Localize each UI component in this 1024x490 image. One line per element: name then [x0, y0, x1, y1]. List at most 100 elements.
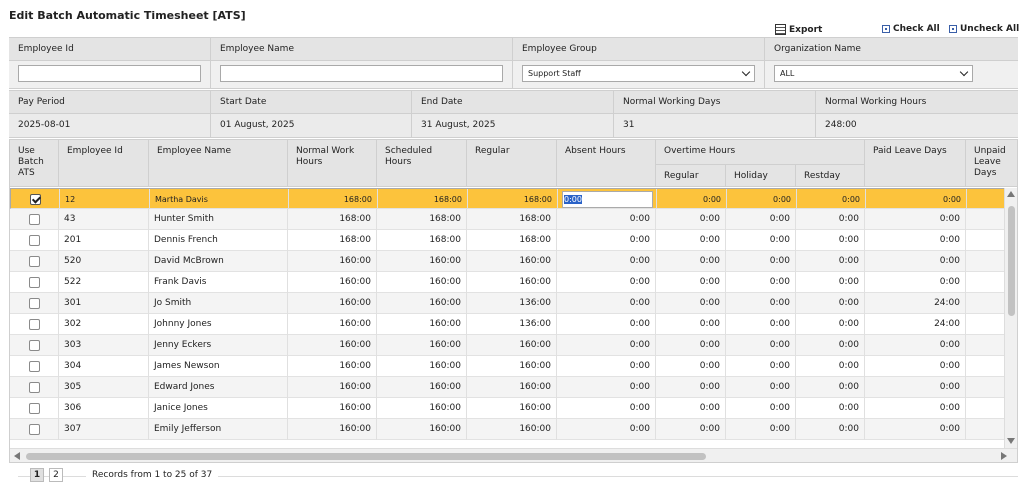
- uncheck-all-icon: [949, 25, 957, 33]
- cell-unpaid: [966, 293, 1006, 314]
- use-batch-cell: [10, 335, 59, 356]
- uncheck-all-button[interactable]: Uncheck All: [949, 24, 1019, 34]
- table-row[interactable]: 307 Emily Jefferson 160:00 160:00 160:00 0:00…: [10, 419, 1006, 440]
- use-batch-cell: [11, 189, 60, 210]
- employee-group-value: Support Staff: [528, 69, 581, 78]
- cell-absent[interactable]: 0:00: [557, 377, 656, 398]
- cell-id: 307: [59, 419, 149, 440]
- cell-ot-rest: 0:00: [797, 189, 866, 210]
- table-row[interactable]: 522 Frank Davis 160:00 160:00 160:00 0:00 0:00…: [10, 272, 1006, 293]
- vertical-scroll-thumb[interactable]: [1008, 206, 1015, 316]
- use-batch-checkbox[interactable]: [29, 256, 40, 267]
- absent-hours-input[interactable]: 0:00: [562, 191, 653, 208]
- cell-unpaid: [966, 230, 1006, 251]
- cell-ot-hol: 0:00: [726, 398, 796, 419]
- cell-id: 43: [59, 209, 149, 230]
- col-use-batch: Use Batch ATS: [10, 140, 59, 187]
- use-batch-checkbox[interactable]: [29, 277, 40, 288]
- use-batch-cell: [10, 419, 59, 440]
- table-row[interactable]: 12 Martha Davis 168:00 168:00 168:00 0:00 0:00…: [10, 188, 1007, 210]
- cell-absent[interactable]: 0:00: [557, 398, 656, 419]
- use-batch-checkbox[interactable]: [30, 194, 41, 205]
- employee-name-input[interactable]: [220, 65, 503, 82]
- col-ot-restday: Restday: [796, 164, 865, 187]
- use-batch-checkbox[interactable]: [29, 403, 40, 414]
- cell-paid: 24:00: [865, 314, 966, 335]
- vertical-scrollbar[interactable]: [1004, 188, 1017, 449]
- cell-absent[interactable]: 0:00: [557, 230, 656, 251]
- table-row[interactable]: 43 Hunter Smith 168:00 168:00 168:00 0:00 0:00…: [10, 209, 1006, 230]
- export-label: Export: [789, 24, 823, 35]
- use-batch-cell: [10, 314, 59, 335]
- cell-absent[interactable]: 0:00: [557, 293, 656, 314]
- cell-paid: 0:00: [865, 209, 966, 230]
- horizontal-scroll-thumb[interactable]: [26, 453, 706, 460]
- employee-id-input[interactable]: [18, 65, 201, 82]
- cell-normal: 160:00: [288, 419, 377, 440]
- cell-ot-reg: 0:00: [656, 314, 726, 335]
- cell-paid: 0:00: [865, 230, 966, 251]
- scroll-left-icon[interactable]: [14, 452, 20, 460]
- employee-group-select[interactable]: Support Staff: [522, 65, 755, 82]
- pager-divider: [18, 476, 1018, 477]
- cell-absent[interactable]: 0:00: [557, 251, 656, 272]
- organization-select[interactable]: ALL: [774, 65, 973, 82]
- cell-absent[interactable]: 0:00: [557, 335, 656, 356]
- cell-paid: 0:00: [865, 398, 966, 419]
- cell-absent[interactable]: 0:00: [557, 272, 656, 293]
- uncheck-all-label: Uncheck All: [960, 24, 1020, 34]
- cell-ot-hol: 0:00: [726, 293, 796, 314]
- cell-ot-reg: 0:00: [656, 230, 726, 251]
- table-row[interactable]: 201 Dennis French 168:00 168:00 168:00 0:00 0:…: [10, 230, 1006, 251]
- col-overtime-hours: Overtime Hours: [656, 140, 865, 164]
- cell-ot-rest: 0:00: [796, 335, 865, 356]
- table-row[interactable]: 520 David McBrown 160:00 160:00 160:00 0:00 0:…: [10, 251, 1006, 272]
- scroll-up-icon[interactable]: [1007, 191, 1015, 197]
- records-summary: Records from 1 to 25 of 37: [86, 470, 219, 480]
- check-all-button[interactable]: Check All: [882, 24, 940, 34]
- use-batch-checkbox[interactable]: [29, 361, 40, 372]
- use-batch-checkbox[interactable]: [29, 319, 40, 330]
- scroll-down-icon[interactable]: [1007, 438, 1015, 444]
- use-batch-checkbox[interactable]: [29, 235, 40, 246]
- cell-id: 520: [59, 251, 149, 272]
- table-row[interactable]: 304 James Newson 160:00 160:00 160:00 0:00 0:0…: [10, 356, 1006, 377]
- cell-paid: 0:00: [865, 335, 966, 356]
- scroll-right-icon[interactable]: [1001, 452, 1007, 460]
- cell-absent[interactable]: 0:00: [557, 419, 656, 440]
- use-batch-checkbox[interactable]: [29, 340, 40, 351]
- chevron-down-icon: [741, 67, 751, 77]
- col-employee-id: Employee Id: [59, 140, 149, 187]
- cell-regular: 160:00: [467, 272, 557, 293]
- cell-unpaid: [967, 189, 1007, 210]
- cell-ot-hol: 0:00: [726, 335, 796, 356]
- table-row[interactable]: 301 Jo Smith 160:00 160:00 136:00 0:00 0:00 0:0…: [10, 293, 1006, 314]
- grid-header: Use Batch ATS Employee Id Employee Name …: [10, 140, 1017, 187]
- cell-absent[interactable]: 0:00: [557, 209, 656, 230]
- export-icon: [775, 24, 786, 35]
- cell-absent[interactable]: 0:00: [557, 356, 656, 377]
- table-row[interactable]: 306 Janice Jones 160:00 160:00 160:00 0:00 0:0…: [10, 398, 1006, 419]
- table-row[interactable]: 303 Jenny Eckers 160:00 160:00 160:00 0:00 0:0…: [10, 335, 1006, 356]
- page-title: Edit Batch Automatic Timesheet [ATS]: [9, 9, 246, 22]
- col-normal-hours: Normal Work Hours: [288, 140, 377, 187]
- use-batch-checkbox[interactable]: [29, 424, 40, 435]
- horizontal-scrollbar[interactable]: [10, 448, 1017, 462]
- info-label-start-date: Start Date: [211, 91, 412, 113]
- use-batch-checkbox[interactable]: [29, 298, 40, 309]
- table-row[interactable]: 305 Edward Jones 160:00 160:00 160:00 0:00 0:0…: [10, 377, 1006, 398]
- export-button[interactable]: Export: [775, 24, 822, 35]
- cell-ot-rest: 0:00: [796, 230, 865, 251]
- use-batch-checkbox[interactable]: [29, 214, 40, 225]
- info-working-days: 31: [614, 114, 816, 137]
- cell-scheduled: 160:00: [377, 419, 467, 440]
- use-batch-checkbox[interactable]: [29, 382, 40, 393]
- cell-ot-hol: 0:00: [726, 314, 796, 335]
- cell-absent[interactable]: 0:00: [557, 314, 656, 335]
- table-row[interactable]: 302 Johnny Jones 160:00 160:00 136:00 0:00 0:0…: [10, 314, 1006, 335]
- cell-normal: 160:00: [288, 335, 377, 356]
- cell-regular: 160:00: [467, 251, 557, 272]
- page-2-button[interactable]: 2: [49, 468, 63, 482]
- page-1-button[interactable]: 1: [30, 468, 44, 482]
- cell-paid: 0:00: [865, 251, 966, 272]
